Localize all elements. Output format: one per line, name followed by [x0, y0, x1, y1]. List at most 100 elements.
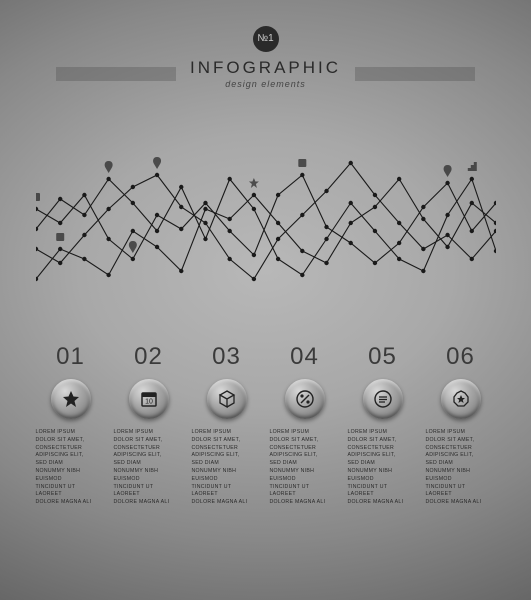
chart-point [58, 247, 62, 251]
chart-point [372, 193, 376, 197]
chart-point [275, 193, 279, 197]
chart-point [106, 237, 110, 241]
chart-point [396, 177, 400, 181]
svg-text:10: 10 [145, 399, 153, 406]
chart-point [227, 229, 231, 233]
chart-point [396, 241, 400, 245]
chart-point [251, 253, 255, 257]
column-number: 04 [270, 343, 340, 371]
column-text: LOREM IPSUMDOLOR SIT AMET,CONSECTETUERAD… [270, 429, 340, 507]
cube-icon[interactable] [207, 379, 247, 419]
chart-point [251, 277, 255, 281]
chart-point [275, 257, 279, 261]
chart-point [130, 185, 134, 189]
chart-series-line [36, 175, 496, 263]
chart-point [300, 173, 304, 177]
chart-point [300, 273, 304, 277]
chart-point [58, 261, 62, 265]
chart-marker-bar [467, 162, 476, 171]
lines-icon[interactable] [363, 379, 403, 419]
chart-point [203, 207, 207, 211]
chart-point [106, 177, 110, 181]
column-number: 02 [114, 343, 184, 371]
chart-point [421, 217, 425, 221]
chart-point [82, 233, 86, 237]
chart-point [372, 205, 376, 209]
column-text: LOREM IPSUMDOLOR SIT AMET,CONSECTETUERAD… [192, 429, 262, 507]
chart-point [179, 205, 183, 209]
title-center: INFOGRAPHIC design elements [176, 58, 355, 89]
chart-marker-pin [128, 241, 136, 253]
chart-marker-square [298, 159, 306, 167]
chart-point [275, 221, 279, 225]
chart-point [372, 261, 376, 265]
chart-point [58, 197, 62, 201]
chart-point [445, 233, 449, 237]
chart-series-line [36, 179, 496, 275]
chart-point [154, 213, 158, 217]
title-bar-left [56, 67, 176, 81]
chart-point [106, 207, 110, 211]
chart-marker-pin [443, 165, 451, 177]
chart-point [203, 237, 207, 241]
chart-point [179, 185, 183, 189]
column-number: 03 [192, 343, 262, 371]
chart-point [324, 237, 328, 241]
column-text: LOREM IPSUMDOLOR SIT AMET,CONSECTETUERAD… [348, 429, 418, 507]
title: INFOGRAPHIC [190, 58, 341, 78]
chart-point [372, 229, 376, 233]
chart-point [227, 257, 231, 261]
chart-marker-pin [104, 161, 112, 173]
chart-marker-square-badge [36, 193, 40, 201]
chart-point [179, 227, 183, 231]
chart-point [300, 213, 304, 217]
chart-point [275, 237, 279, 241]
title-row: INFOGRAPHIC design elements [0, 58, 531, 89]
column-text: LOREM IPSUMDOLOR SIT AMET,CONSECTETUERAD… [426, 429, 496, 507]
line-chart [36, 119, 496, 319]
header-badge: №1 [253, 26, 279, 52]
chart-point [130, 257, 134, 261]
chart-marker-star [248, 178, 258, 188]
chart-point [82, 193, 86, 197]
chart-point [469, 201, 473, 205]
chart-point [227, 177, 231, 181]
chart-point [179, 269, 183, 273]
calendar-icon[interactable]: 10 [129, 379, 169, 419]
percent-icon[interactable] [285, 379, 325, 419]
column-02: 02 10 LOREM IPSUMDOLOR SIT AMET,CONSECTETU… [114, 343, 184, 507]
chart-point [227, 217, 231, 221]
subtitle: design elements [190, 79, 341, 89]
title-bar-right [355, 67, 475, 81]
chart-point [469, 177, 473, 181]
star-badge-icon[interactable] [441, 379, 481, 419]
column-06: 06 LOREM IPSUMDOLOR SIT AMET,CONSECTETUER… [426, 343, 496, 507]
column-text: LOREM IPSUMDOLOR SIT AMET,CONSECTETUERAD… [36, 429, 106, 507]
chart-point [130, 201, 134, 205]
chart-point [493, 249, 495, 253]
chart-point [396, 257, 400, 261]
column-number: 05 [348, 343, 418, 371]
chart-point [324, 261, 328, 265]
chart-point [469, 229, 473, 233]
column-number: 06 [426, 343, 496, 371]
chart-point [154, 173, 158, 177]
chart-point [445, 213, 449, 217]
chart-point [130, 229, 134, 233]
chart-point [421, 269, 425, 273]
chart-point [106, 273, 110, 277]
chart-point [154, 229, 158, 233]
chart-point [348, 221, 352, 225]
columns: 01LOREM IPSUMDOLOR SIT AMET,CONSECTETUER… [36, 343, 496, 507]
star-icon[interactable] [51, 379, 91, 419]
column-text: LOREM IPSUMDOLOR SIT AMET,CONSECTETUERAD… [114, 429, 184, 507]
chart-point [421, 205, 425, 209]
chart-point [82, 257, 86, 261]
chart-point [203, 221, 207, 225]
chart-point [445, 181, 449, 185]
chart-point [324, 225, 328, 229]
chart-point [58, 221, 62, 225]
chart-point [82, 213, 86, 217]
column-05: 05 LOREM IPSUMDOLOR SIT AMET,CONSECTETUER… [348, 343, 418, 507]
chart-point [421, 247, 425, 251]
